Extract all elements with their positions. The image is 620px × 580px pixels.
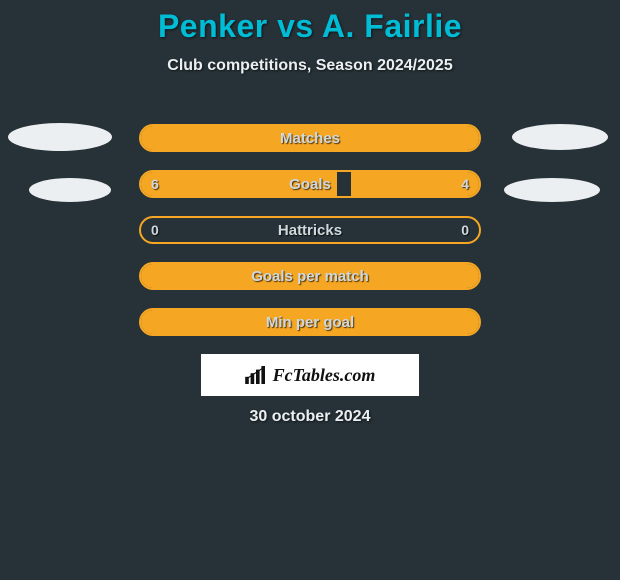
bar-row-matches: Matches [139, 124, 481, 152]
player-badge-left-2 [29, 178, 111, 202]
bar-value-right: 4 [461, 172, 469, 196]
player-badge-right-2 [504, 178, 600, 202]
bar-label: Goals per match [141, 264, 479, 288]
comparison-bars: Matches 6 Goals 4 0 Hattricks 0 Goals pe… [139, 124, 481, 354]
logo-chart-icon [245, 366, 267, 384]
bar-value-right: 0 [461, 218, 469, 242]
bar-label: Goals [141, 172, 479, 196]
bar-row-min-per-goal: Min per goal [139, 308, 481, 336]
date-label: 30 october 2024 [0, 408, 620, 426]
bar-row-goals-per-match: Goals per match [139, 262, 481, 290]
source-logo: FcTables.com [201, 354, 419, 396]
bar-row-goals: 6 Goals 4 [139, 170, 481, 198]
page-title: Penker vs A. Fairlie [0, 0, 620, 45]
logo-text: FcTables.com [273, 365, 376, 386]
bar-row-hattricks: 0 Hattricks 0 [139, 216, 481, 244]
player-badge-right-1 [512, 124, 608, 150]
player-badge-left-1 [8, 123, 112, 151]
subtitle: Club competitions, Season 2024/2025 [0, 57, 620, 75]
bar-label: Matches [141, 126, 479, 150]
bar-label: Hattricks [141, 218, 479, 242]
infographic-container: Penker vs A. Fairlie Club competitions, … [0, 0, 620, 580]
bar-label: Min per goal [141, 310, 479, 334]
